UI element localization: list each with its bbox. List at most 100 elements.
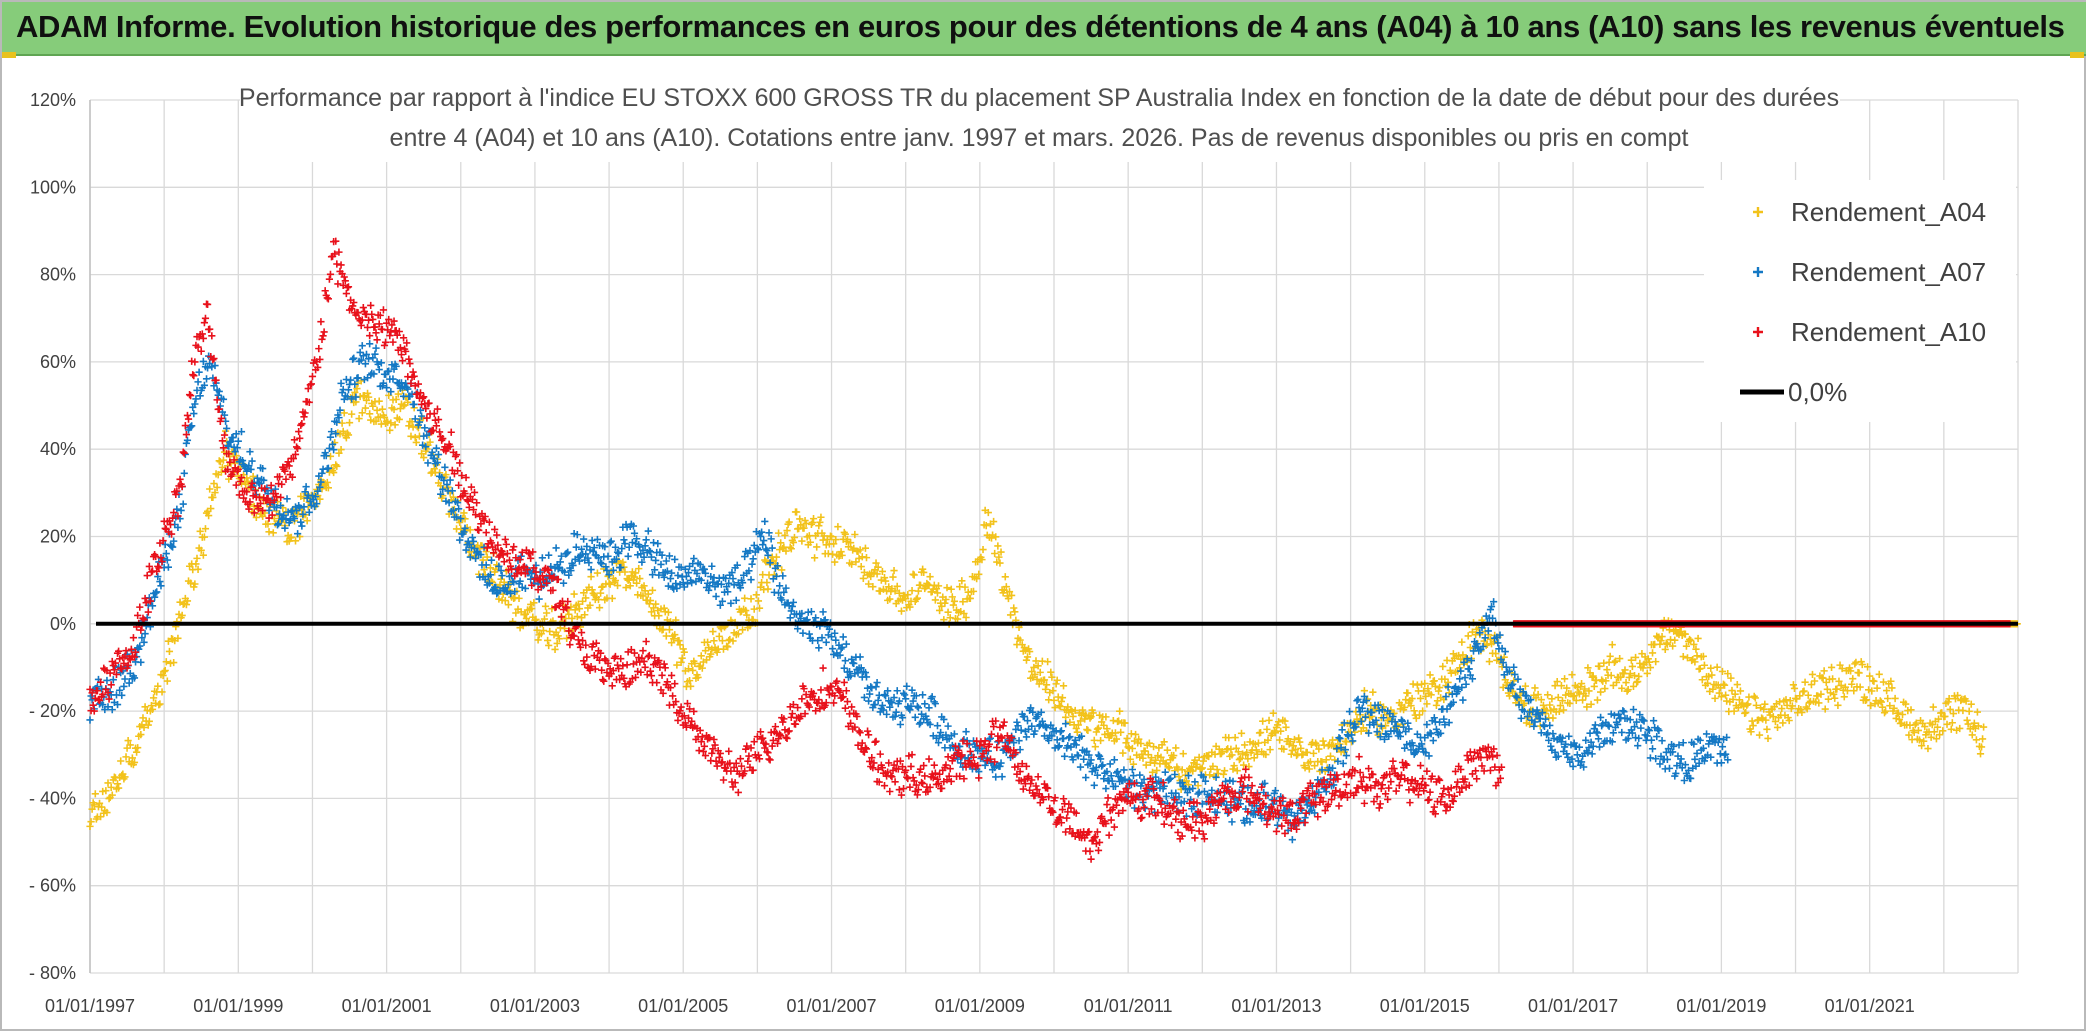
data-point-rendement-a04 xyxy=(890,567,897,574)
data-point-rendement-a10 xyxy=(154,563,161,570)
data-point-rendement-a04 xyxy=(943,584,950,591)
data-point-rendement-a07 xyxy=(1592,721,1599,728)
data-point-rendement-a07 xyxy=(1637,725,1644,732)
data-point-rendement-a10 xyxy=(473,499,480,506)
data-point-rendement-a10 xyxy=(975,774,982,781)
data-point-rendement-a10 xyxy=(176,476,183,483)
data-point-rendement-a04 xyxy=(1603,666,1610,673)
data-point-rendement-a07 xyxy=(620,536,627,543)
data-point-rendement-a10 xyxy=(886,788,893,795)
data-point-rendement-a10 xyxy=(1361,800,1368,807)
data-point-rendement-a10 xyxy=(1111,823,1118,830)
data-point-rendement-a04 xyxy=(571,591,578,598)
data-point-rendement-a07 xyxy=(1595,735,1602,742)
data-point-rendement-a10 xyxy=(609,682,616,689)
data-point-rendement-a10 xyxy=(1442,807,1449,814)
data-point-rendement-a10 xyxy=(792,721,799,728)
data-point-rendement-a04 xyxy=(1486,658,1493,665)
data-point-rendement-a10 xyxy=(360,304,367,311)
data-point-rendement-a04 xyxy=(1310,750,1317,757)
data-point-rendement-a10 xyxy=(282,476,289,483)
data-point-rendement-a07 xyxy=(842,657,849,664)
x-tick-label: 01/01/2021 xyxy=(1825,996,1915,1016)
data-point-rendement-a04 xyxy=(1282,724,1289,731)
data-point-rendement-a04 xyxy=(1979,735,1986,742)
data-point-rendement-a07 xyxy=(1075,752,1082,759)
data-point-rendement-a10 xyxy=(186,391,193,398)
data-point-rendement-a10 xyxy=(291,436,298,443)
data-point-rendement-a10 xyxy=(486,519,493,526)
data-point-rendement-a04 xyxy=(535,636,542,643)
data-point-rendement-a07 xyxy=(944,723,951,730)
data-point-rendement-a04 xyxy=(1756,731,1763,738)
data-point-rendement-a04 xyxy=(1831,695,1838,702)
data-point-rendement-a04 xyxy=(1597,688,1604,695)
data-point-rendement-a04 xyxy=(1629,663,1636,670)
data-point-rendement-a04 xyxy=(166,648,173,655)
data-point-rendement-a07 xyxy=(799,630,806,637)
data-point-rendement-a04 xyxy=(1295,734,1302,741)
data-point-rendement-a10 xyxy=(202,315,209,322)
data-point-rendement-a04 xyxy=(1598,676,1605,683)
data-point-rendement-a04 xyxy=(817,514,824,521)
data-point-rendement-a07 xyxy=(1666,765,1673,772)
data-point-rendement-a10 xyxy=(1377,800,1384,807)
data-point-rendement-a04 xyxy=(1959,707,1966,714)
data-point-rendement-a07 xyxy=(1718,759,1725,766)
data-point-rendement-a07 xyxy=(1541,723,1548,730)
data-point-rendement-a10 xyxy=(483,529,490,536)
data-point-rendement-a10 xyxy=(696,747,703,754)
data-point-rendement-a04 xyxy=(775,530,782,537)
data-point-rendement-a07 xyxy=(86,716,93,723)
data-point-rendement-a04 xyxy=(1809,671,1816,678)
data-point-rendement-a07 xyxy=(1466,665,1473,672)
data-point-rendement-a10 xyxy=(1191,834,1198,841)
data-point-rendement-a10 xyxy=(1086,848,1093,855)
data-point-rendement-a10 xyxy=(181,450,188,457)
data-point-rendement-a10 xyxy=(122,647,129,654)
data-point-rendement-a10 xyxy=(1137,815,1144,822)
data-point-rendement-a04 xyxy=(1164,747,1171,754)
data-point-rendement-a07 xyxy=(587,566,594,573)
data-point-rendement-a07 xyxy=(919,691,926,698)
data-point-rendement-a04 xyxy=(1930,703,1937,710)
data-point-rendement-a10 xyxy=(1001,719,1008,726)
data-point-rendement-a10 xyxy=(1108,816,1115,823)
data-point-rendement-a04 xyxy=(1966,708,1973,715)
data-point-rendement-a04 xyxy=(1855,669,1862,676)
data-point-rendement-a07 xyxy=(667,575,674,582)
data-point-rendement-a10 xyxy=(1273,828,1280,835)
data-point-rendement-a04 xyxy=(594,569,601,576)
data-point-rendement-a04 xyxy=(1828,664,1835,671)
data-point-rendement-a10 xyxy=(1440,785,1447,792)
data-point-rendement-a04 xyxy=(816,519,823,526)
data-point-rendement-a10 xyxy=(841,679,848,686)
data-point-rendement-a04 xyxy=(889,573,896,580)
data-point-rendement-a04 xyxy=(609,595,616,602)
data-point-rendement-a04 xyxy=(751,606,758,613)
data-point-rendement-a07 xyxy=(1459,697,1466,704)
data-point-rendement-a10 xyxy=(456,459,463,466)
data-point-rendement-a04 xyxy=(1800,687,1807,694)
data-point-rendement-a04 xyxy=(1263,726,1270,733)
data-point-rendement-a04 xyxy=(1568,671,1575,678)
data-point-rendement-a07 xyxy=(819,608,826,615)
data-point-rendement-a04 xyxy=(1973,736,1980,743)
data-point-rendement-a10 xyxy=(190,372,197,379)
data-point-rendement-a04 xyxy=(373,407,380,414)
data-point-rendement-a07 xyxy=(1111,756,1118,763)
data-point-rendement-a10 xyxy=(297,422,304,429)
data-point-rendement-a10 xyxy=(783,735,790,742)
data-point-rendement-a10 xyxy=(315,345,322,352)
data-point-rendement-a10 xyxy=(406,360,413,367)
data-point-rendement-a07 xyxy=(657,561,664,568)
data-point-rendement-a07 xyxy=(359,342,366,349)
data-point-rendement-a04 xyxy=(1465,632,1472,639)
data-point-rendement-a07 xyxy=(411,401,418,408)
data-point-rendement-a04 xyxy=(815,522,822,529)
data-point-rendement-a10 xyxy=(668,672,675,679)
data-point-rendement-a10 xyxy=(1174,829,1181,836)
data-point-rendement-a07 xyxy=(1586,730,1593,737)
data-point-rendement-a04 xyxy=(1229,765,1236,772)
